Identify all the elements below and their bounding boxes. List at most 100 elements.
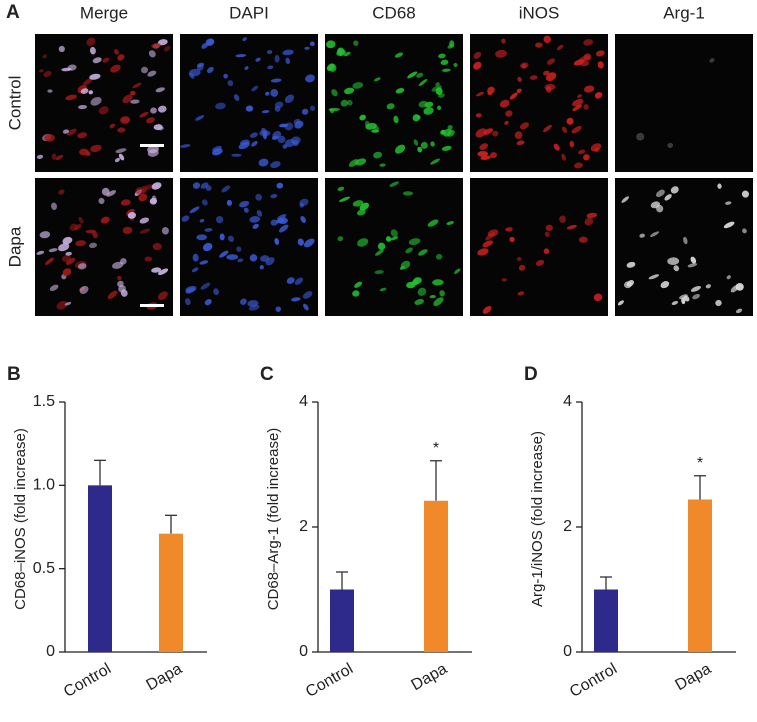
cell [282, 144, 288, 149]
micrograph [35, 34, 173, 172]
cell [621, 196, 630, 203]
cell [516, 140, 525, 146]
cell [157, 105, 167, 113]
cell [235, 54, 247, 58]
cell [249, 132, 258, 138]
cell [431, 85, 442, 92]
cell [88, 90, 94, 95]
cell [437, 105, 442, 111]
cell [270, 88, 279, 97]
cell [406, 281, 416, 289]
cell [261, 110, 270, 114]
cell [571, 125, 582, 134]
cell [516, 257, 522, 261]
cell [446, 221, 454, 225]
cell [485, 232, 496, 241]
cell [189, 72, 195, 79]
cell [667, 257, 680, 265]
cell [356, 209, 366, 216]
cell [297, 238, 304, 246]
cell [337, 47, 345, 56]
panel-label: D [524, 364, 538, 385]
cell [309, 105, 316, 111]
cell [239, 200, 250, 208]
cell [98, 106, 109, 115]
cell [138, 193, 148, 202]
cell [79, 148, 89, 156]
cell [517, 291, 525, 296]
cell [251, 141, 258, 147]
cell [735, 308, 743, 314]
significance: * [433, 440, 439, 457]
cell [195, 115, 205, 121]
cell [47, 89, 53, 93]
cell [405, 247, 413, 254]
cell [92, 57, 102, 64]
cell [206, 66, 214, 74]
scale-bar [140, 144, 164, 147]
cell [590, 143, 602, 152]
cell [505, 110, 513, 117]
cell [340, 99, 349, 107]
cell [115, 148, 127, 154]
cell [58, 45, 65, 53]
cell [417, 287, 427, 296]
cell [62, 236, 73, 245]
cell [373, 77, 381, 82]
cell [518, 264, 526, 271]
cell [514, 131, 523, 139]
cell [374, 270, 384, 275]
cell [423, 107, 434, 115]
cell [294, 277, 304, 285]
cell [270, 78, 282, 83]
cell [36, 250, 45, 255]
cell [199, 260, 209, 265]
cell [583, 53, 592, 61]
bar [424, 500, 448, 652]
cell [566, 117, 574, 125]
cell [130, 99, 140, 104]
cell [544, 231, 550, 238]
image-bg [470, 178, 608, 316]
cell [192, 182, 201, 189]
cell [219, 233, 225, 241]
cell [735, 283, 744, 291]
cell [277, 135, 286, 144]
cell [284, 139, 295, 148]
cell [705, 284, 711, 289]
cell [553, 143, 560, 151]
cell [374, 249, 384, 256]
cell [717, 183, 722, 189]
cell [482, 306, 492, 314]
cell [274, 54, 280, 63]
cell [242, 37, 247, 42]
cell [147, 145, 159, 154]
cell [219, 250, 229, 258]
cell [45, 257, 54, 265]
cell [275, 219, 285, 224]
cell [477, 248, 489, 256]
cell [519, 122, 529, 130]
cell [265, 91, 270, 96]
y-tick-label: 2 [299, 518, 308, 535]
cell [365, 122, 377, 130]
cell [272, 131, 282, 140]
cell [326, 40, 336, 49]
cell [157, 291, 168, 300]
cell [181, 215, 190, 222]
cell [255, 57, 261, 62]
cell [648, 274, 660, 280]
y-tick-label: 1.0 [33, 477, 55, 494]
column-header: Merge [80, 3, 128, 22]
y-tick-label: 1.5 [33, 393, 55, 410]
cell [556, 44, 564, 51]
cell [62, 129, 70, 134]
cell [237, 258, 244, 263]
cell [89, 242, 98, 249]
cell [309, 41, 315, 47]
column-header: Arg-1 [663, 3, 705, 22]
cell [65, 94, 77, 101]
cell [407, 71, 418, 79]
cell [302, 291, 313, 299]
image-bg [180, 34, 318, 172]
